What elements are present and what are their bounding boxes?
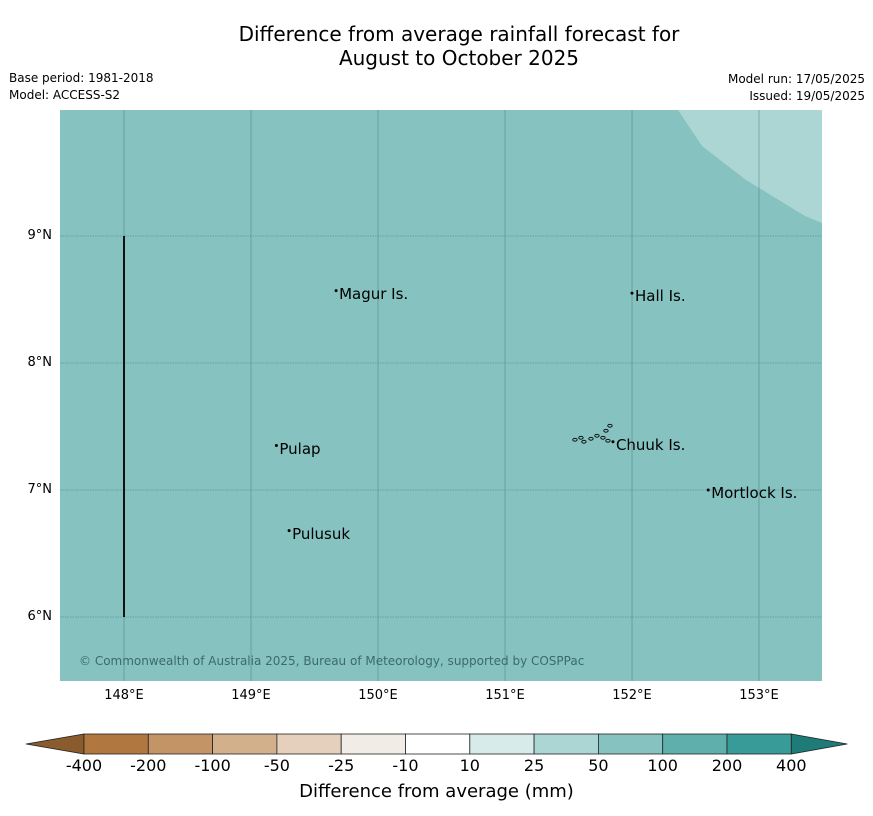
longitude-tick-label: 151°E xyxy=(485,688,525,703)
colorbar-segment xyxy=(726,733,792,755)
chart-title: Difference from average rainfall forecas… xyxy=(0,22,873,70)
colorbar-tick-label: 100 xyxy=(647,756,678,775)
island-marker xyxy=(630,291,634,295)
colorbar-tick-label: 25 xyxy=(523,756,545,775)
island-outline xyxy=(588,436,594,441)
colorbar-tick-label: -50 xyxy=(263,756,290,775)
place-label: Mortlock Is. xyxy=(711,484,798,502)
colorbar-tick-label: -400 xyxy=(65,756,103,775)
latitude-tick-label: 9°N xyxy=(27,228,53,243)
colorbar-tick-label: 50 xyxy=(588,756,609,775)
meta-right: Model run: 17/05/2025 Issued: 19/05/2025 xyxy=(728,71,865,105)
island-marker xyxy=(274,444,278,448)
longitude-tick-label: 150°E xyxy=(358,688,398,703)
island-outline xyxy=(605,438,611,443)
island-outline xyxy=(607,423,613,428)
issued-text: Issued: 19/05/2025 xyxy=(749,89,865,103)
wetter-region xyxy=(678,110,822,223)
colorbar-tick-label: -100 xyxy=(194,756,231,775)
colorbar-segment xyxy=(405,733,471,755)
latitude-tick-label: 6°N xyxy=(27,609,53,624)
colorbar-title: Difference from average (mm) xyxy=(299,781,574,802)
place-label: Hall Is. xyxy=(635,287,686,306)
place-label: Pulusuk xyxy=(292,524,351,543)
map-background xyxy=(60,110,822,681)
colorbar xyxy=(25,733,848,755)
title-line-2: August to October 2025 xyxy=(338,46,580,70)
colorbar-tick-label: 10 xyxy=(459,756,480,775)
island-marker xyxy=(334,289,338,293)
colorbar-segment xyxy=(340,733,406,755)
island-outline xyxy=(578,435,584,440)
latitude-tick-label: 7°N xyxy=(27,482,53,497)
island-marker xyxy=(706,488,710,492)
title-line-1: Difference from average rainfall forecas… xyxy=(238,22,680,46)
colorbar-segment xyxy=(469,733,535,755)
place-label: Pulap xyxy=(279,439,321,458)
colorbar-tick-label: -200 xyxy=(130,756,167,775)
island-marker xyxy=(287,529,291,533)
longitude-tick-label: 153°E xyxy=(739,688,779,703)
place-label: Chuuk Is. xyxy=(615,435,686,454)
colorbar-segment xyxy=(662,733,728,755)
copyright-text: © Commonwealth of Australia 2025, Bureau… xyxy=(79,654,585,668)
place-label: Magur Is. xyxy=(339,284,409,303)
colorbar-underflow-arrow xyxy=(25,733,85,755)
colorbar-segment xyxy=(147,733,214,755)
island-marker xyxy=(611,440,615,444)
map-area[interactable] xyxy=(60,110,822,681)
colorbar-segment xyxy=(533,733,599,755)
longitude-tick-label: 152°E xyxy=(612,688,652,703)
colorbar-tick-label: -10 xyxy=(392,756,419,775)
island-outline xyxy=(603,428,609,433)
island-outline xyxy=(581,439,587,444)
island-outline xyxy=(572,437,578,442)
island-outline xyxy=(600,435,606,440)
colorbar-tick-label: -25 xyxy=(328,756,355,775)
colorbar-segment xyxy=(276,733,342,755)
island-outline xyxy=(594,433,600,438)
model-text: Model: ACCESS-S2 xyxy=(9,88,121,102)
colorbar-segment xyxy=(212,733,278,755)
colorbar-tick-label: 200 xyxy=(711,756,743,775)
colorbar-segment xyxy=(598,733,664,755)
base-period-text: Base period: 1981-2018 xyxy=(9,71,154,85)
longitude-tick-label: 148°E xyxy=(104,688,144,703)
map-svg xyxy=(60,110,822,681)
latitude-tick-label: 8°N xyxy=(27,355,53,370)
colorbar-overflow-arrow xyxy=(790,733,848,755)
colorbar-tick-label: 400 xyxy=(776,756,807,775)
model-run-text: Model run: 17/05/2025 xyxy=(727,72,865,86)
longitude-tick-label: 149°E xyxy=(231,688,271,703)
colorbar-segment xyxy=(83,733,149,755)
meta-left: Base period: 1981-2018 Model: ACCESS-S2 xyxy=(9,70,154,104)
